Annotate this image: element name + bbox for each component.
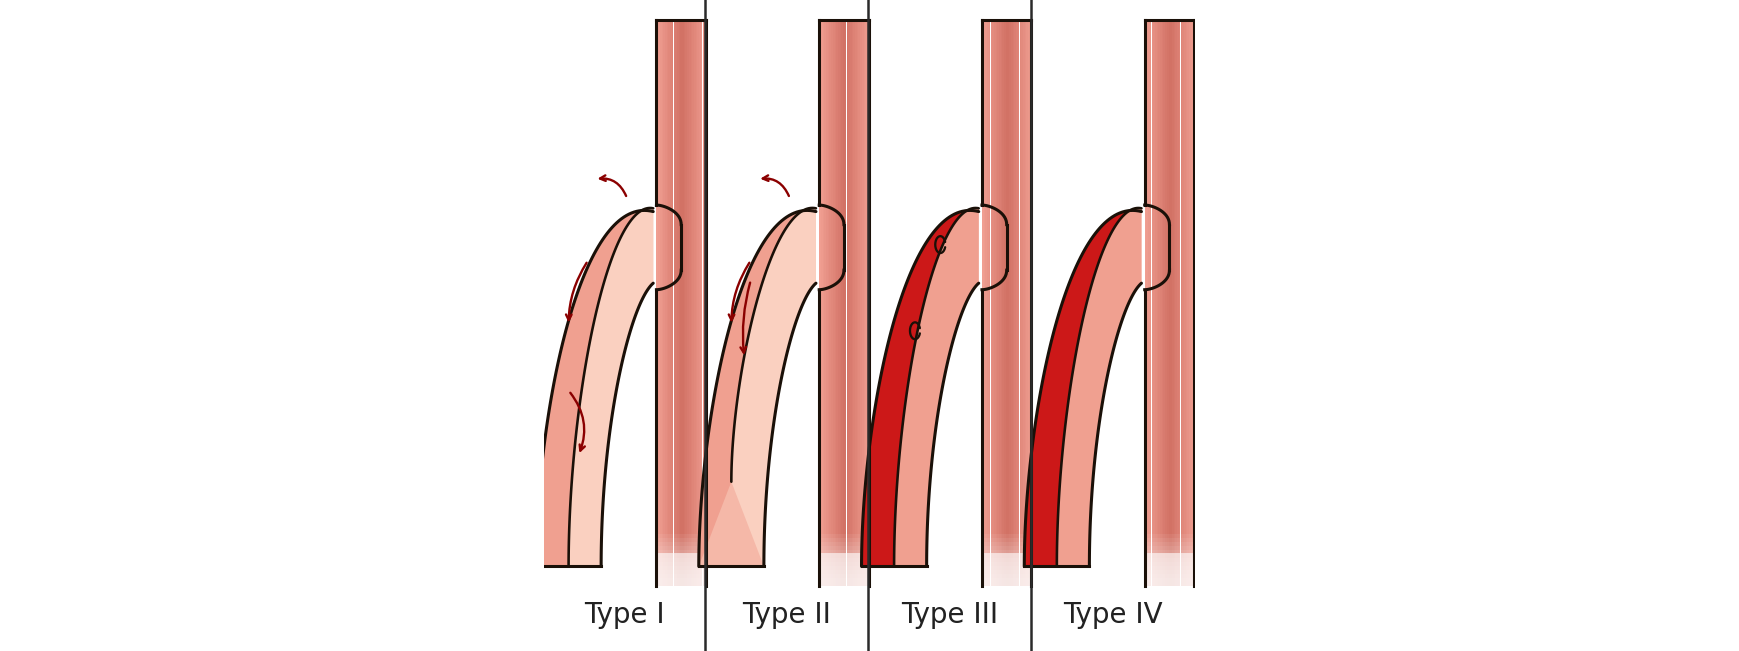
Polygon shape xyxy=(819,550,868,586)
Polygon shape xyxy=(1144,534,1193,586)
Text: Type I: Type I xyxy=(584,601,664,630)
Polygon shape xyxy=(1144,542,1193,586)
Polygon shape xyxy=(981,534,1031,586)
Polygon shape xyxy=(699,210,816,566)
Polygon shape xyxy=(656,566,706,586)
Polygon shape xyxy=(656,553,706,586)
Polygon shape xyxy=(894,208,977,566)
Polygon shape xyxy=(981,554,1031,586)
Text: Type III: Type III xyxy=(901,601,998,630)
Polygon shape xyxy=(1024,208,1141,566)
Polygon shape xyxy=(656,562,706,586)
Polygon shape xyxy=(981,546,1031,586)
Polygon shape xyxy=(656,534,706,586)
Polygon shape xyxy=(981,558,1031,586)
Polygon shape xyxy=(861,210,977,566)
Polygon shape xyxy=(819,554,868,586)
Polygon shape xyxy=(1144,574,1193,586)
Polygon shape xyxy=(699,208,816,566)
Polygon shape xyxy=(656,550,706,586)
Polygon shape xyxy=(981,550,1031,586)
Polygon shape xyxy=(981,566,1031,586)
Polygon shape xyxy=(981,553,1031,586)
Polygon shape xyxy=(981,570,1031,586)
Polygon shape xyxy=(819,578,868,586)
Polygon shape xyxy=(981,578,1031,586)
Text: Type IV: Type IV xyxy=(1063,601,1162,630)
Polygon shape xyxy=(819,558,868,586)
Polygon shape xyxy=(656,578,706,586)
Polygon shape xyxy=(861,208,977,566)
Polygon shape xyxy=(819,534,868,586)
Polygon shape xyxy=(819,542,868,586)
Polygon shape xyxy=(981,542,1031,586)
Text: Type II: Type II xyxy=(743,601,831,630)
Polygon shape xyxy=(656,554,706,586)
Polygon shape xyxy=(1144,570,1193,586)
Polygon shape xyxy=(1056,208,1141,566)
Polygon shape xyxy=(569,208,652,566)
Polygon shape xyxy=(536,208,652,566)
Polygon shape xyxy=(1144,566,1193,586)
Polygon shape xyxy=(819,574,868,586)
Polygon shape xyxy=(656,546,706,586)
Polygon shape xyxy=(656,542,706,586)
Polygon shape xyxy=(1144,562,1193,586)
Polygon shape xyxy=(656,570,706,586)
Polygon shape xyxy=(1144,546,1193,586)
Polygon shape xyxy=(1144,538,1193,586)
Polygon shape xyxy=(981,538,1031,586)
Polygon shape xyxy=(819,538,868,586)
Polygon shape xyxy=(981,574,1031,586)
Polygon shape xyxy=(656,574,706,586)
Polygon shape xyxy=(1144,554,1193,586)
Polygon shape xyxy=(1144,553,1195,586)
Polygon shape xyxy=(1144,558,1193,586)
Polygon shape xyxy=(819,546,868,586)
Polygon shape xyxy=(819,566,868,586)
Polygon shape xyxy=(817,553,870,586)
Polygon shape xyxy=(1144,550,1193,586)
Polygon shape xyxy=(656,538,706,586)
Polygon shape xyxy=(536,210,652,566)
Polygon shape xyxy=(730,208,816,566)
Polygon shape xyxy=(819,570,868,586)
Polygon shape xyxy=(1144,578,1193,586)
Polygon shape xyxy=(819,562,868,586)
Polygon shape xyxy=(1024,210,1141,566)
Polygon shape xyxy=(656,558,706,586)
Polygon shape xyxy=(981,562,1031,586)
